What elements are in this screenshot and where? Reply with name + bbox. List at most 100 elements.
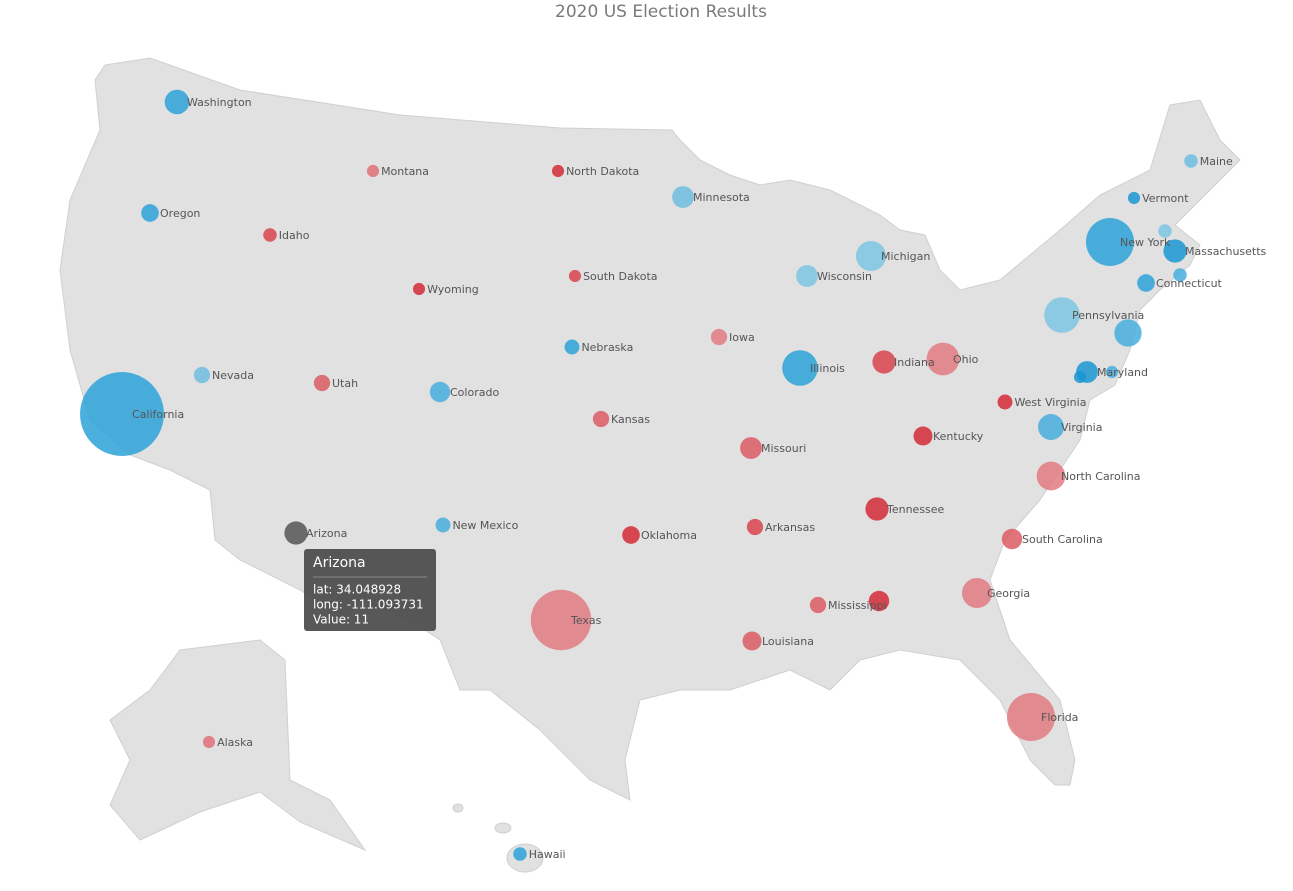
bubble-label: Oregon (160, 207, 200, 220)
bubble[interactable] (202, 735, 216, 749)
bubble[interactable] (564, 339, 580, 355)
alaska (109, 639, 367, 852)
bubble-label: Iowa (729, 331, 755, 344)
tooltip-line: long: -111.093731 (313, 598, 424, 612)
bubble-label: Montana (381, 165, 429, 178)
bubble-label: Kentucky (933, 430, 984, 443)
bubble[interactable] (740, 437, 762, 459)
bubble[interactable] (513, 847, 527, 861)
bubble-label: Oklahoma (641, 529, 697, 542)
bubble[interactable] (1073, 370, 1087, 384)
bubble-label: Kansas (611, 413, 650, 426)
tooltip-box (304, 549, 436, 631)
bubble[interactable] (592, 410, 610, 428)
bubble-label: Georgia (987, 587, 1030, 600)
bubble[interactable] (1127, 191, 1141, 205)
bubble[interactable] (997, 394, 1013, 410)
bubble-label: South Carolina (1022, 533, 1103, 546)
tooltip-title: Arizona (313, 555, 366, 571)
bubble-label: North Dakota (566, 165, 639, 178)
bubble-label: Wisconsin (817, 270, 872, 283)
bubble[interactable] (530, 589, 592, 651)
bubble[interactable] (961, 577, 993, 609)
bubble-label: Mississippi (828, 599, 887, 612)
bubble-label: Washington (187, 96, 252, 109)
tooltip-line: lat: 34.048928 (313, 583, 401, 597)
bubble-label: Alaska (217, 736, 253, 749)
bubble[interactable] (1044, 297, 1080, 333)
bubble[interactable] (1085, 217, 1135, 267)
bubble-label: California (132, 408, 184, 421)
bubble[interactable] (568, 269, 582, 283)
bubble-label: Pennsylvania (1072, 309, 1144, 322)
bubble[interactable] (1105, 365, 1119, 379)
bubble-label: Colorado (450, 386, 499, 399)
bubble[interactable] (313, 374, 331, 392)
bubble[interactable] (412, 282, 426, 296)
bubble-label: Utah (332, 377, 358, 390)
bubble-label: Hawaii (529, 848, 566, 861)
bubble[interactable] (855, 240, 887, 272)
bubble[interactable] (1001, 528, 1023, 550)
bubble[interactable] (1184, 154, 1198, 168)
bubble-label: South Dakota (583, 270, 657, 283)
bubble-label: Virginia (1061, 421, 1102, 434)
bubble[interactable] (1036, 461, 1066, 491)
bubble-label: Louisiana (762, 635, 814, 648)
bubble[interactable] (366, 164, 380, 178)
bubble-label: Idaho (279, 229, 310, 242)
bubble-label: Arizona (306, 527, 347, 540)
bubble[interactable] (263, 228, 277, 242)
bubble[interactable] (1006, 692, 1056, 742)
bubble[interactable] (1114, 319, 1142, 347)
bubble[interactable] (164, 89, 190, 115)
bubble[interactable] (1173, 268, 1187, 282)
bubble-label: Connecticut (1156, 277, 1223, 290)
map-title: 2020 US Election Results (555, 2, 767, 22)
tooltip: Arizona lat: 34.048928 long: -111.093731… (304, 549, 436, 631)
bubble-label: Florida (1041, 711, 1078, 724)
bubble[interactable] (284, 521, 308, 545)
bubble[interactable] (865, 497, 889, 521)
bubble[interactable] (1163, 239, 1187, 263)
bubble[interactable] (1137, 274, 1155, 292)
bubble-label: Nevada (212, 369, 254, 382)
bubble-label: Nebraska (581, 341, 633, 354)
bubble[interactable] (782, 350, 818, 386)
bubble[interactable] (1158, 224, 1172, 238)
bubble[interactable] (710, 328, 728, 346)
bubble[interactable] (551, 164, 565, 178)
bubble-label: Wyoming (427, 283, 479, 296)
bubble-label: Texas (570, 614, 602, 627)
hawaii-island (494, 822, 512, 834)
bubble-label: Illinois (810, 362, 845, 375)
bubble[interactable] (926, 342, 960, 376)
bubble[interactable] (141, 204, 159, 222)
bubble-label: West Virginia (1014, 396, 1086, 409)
bubble-label: Minnesota (693, 191, 750, 204)
bubble-label: Vermont (1142, 192, 1189, 205)
bubble[interactable] (80, 372, 164, 456)
bubble[interactable] (742, 631, 762, 651)
bubble[interactable] (1038, 414, 1064, 440)
bubble-label: Ohio (953, 353, 979, 366)
bubble[interactable] (913, 426, 933, 446)
bubble-label: New Mexico (452, 519, 518, 532)
bubble[interactable] (435, 517, 451, 533)
bubble[interactable] (429, 381, 451, 403)
bubble[interactable] (193, 366, 211, 384)
tooltip-line: Value: 11 (313, 613, 369, 627)
bubble-label: New York (1120, 236, 1171, 249)
hawaii-island (452, 803, 464, 813)
bubble[interactable] (796, 265, 818, 287)
bubble-label: Arkansas (765, 521, 815, 534)
bubble[interactable] (622, 526, 640, 544)
bubble-label: Missouri (761, 442, 806, 455)
bubble-label: Indiana (894, 356, 935, 369)
bubble[interactable] (672, 186, 694, 208)
bubble[interactable] (809, 596, 827, 614)
bubble[interactable] (868, 590, 890, 612)
bubble[interactable] (872, 350, 896, 374)
bubble[interactable] (746, 518, 764, 536)
bubble-label: North Carolina (1061, 470, 1141, 483)
